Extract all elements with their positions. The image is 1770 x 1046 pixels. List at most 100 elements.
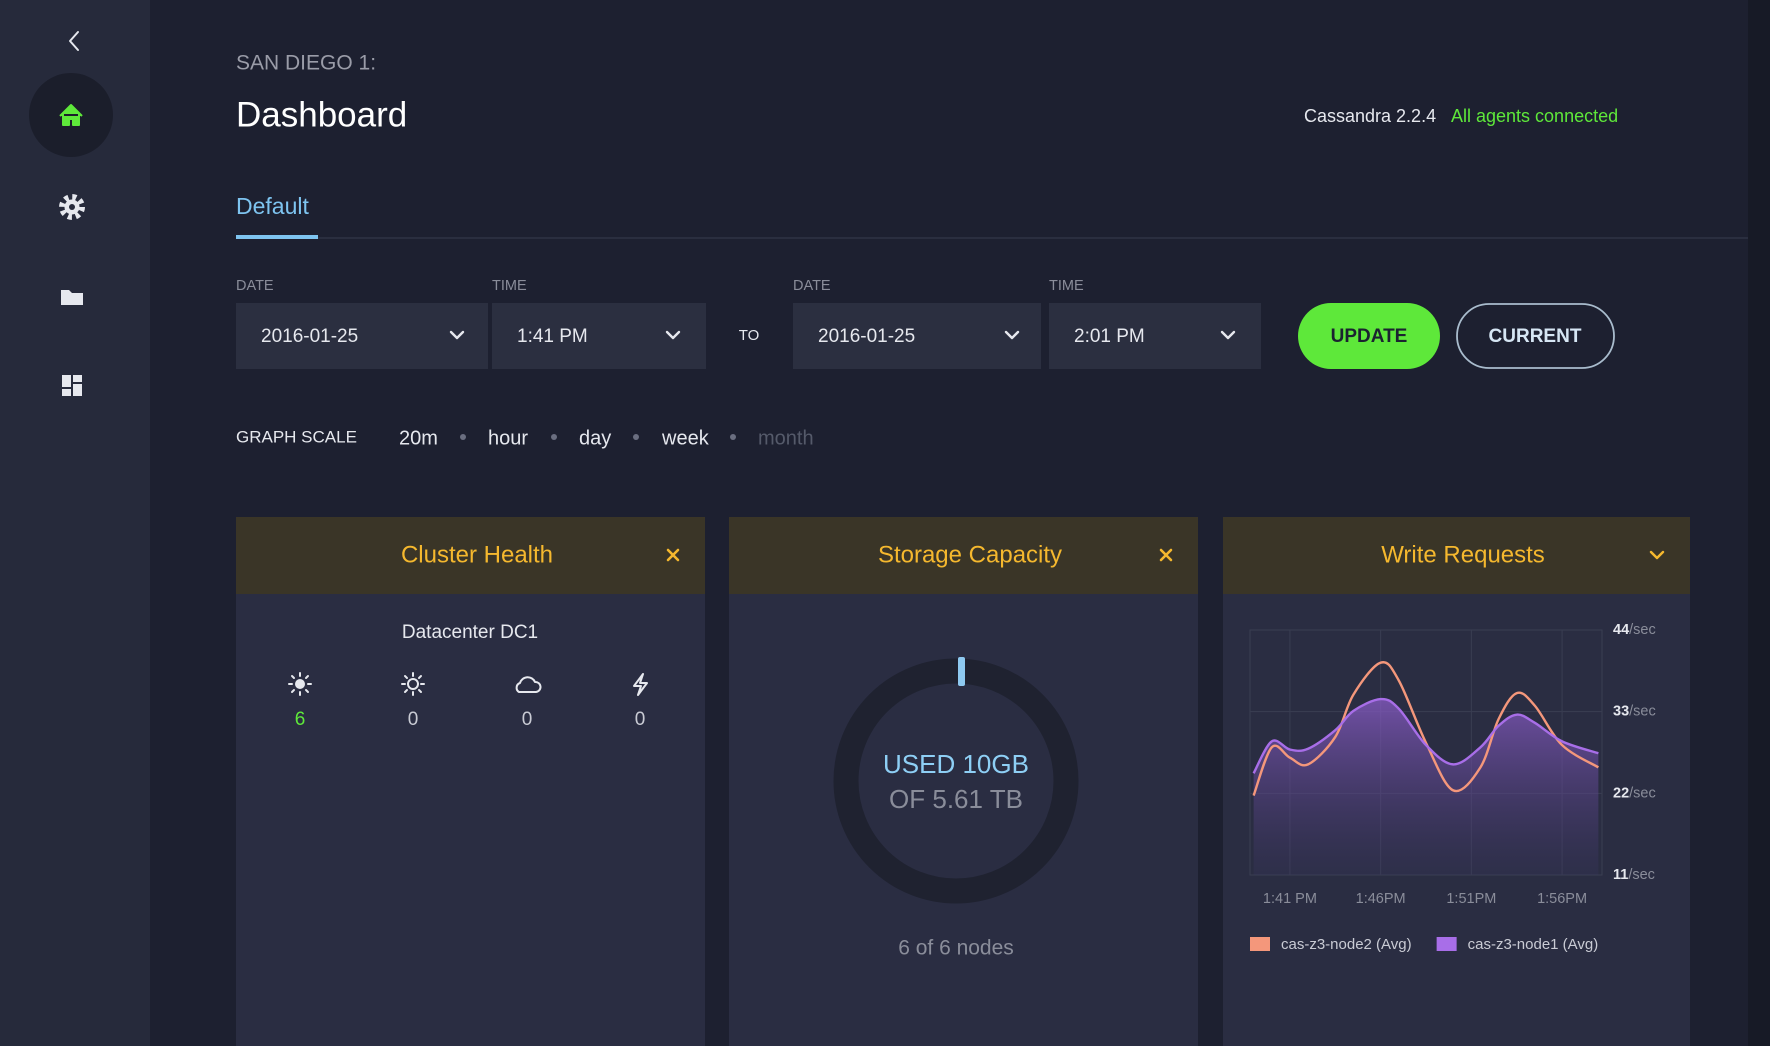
x-tick-label: 1:46PM: [1356, 891, 1406, 907]
y-tick-label: 22/sec: [1613, 785, 1656, 801]
scale-option[interactable]: day: [579, 427, 611, 449]
x-tick-label: 1:41 PM: [1263, 891, 1317, 907]
widget-tile: [62, 375, 71, 387]
panel-title: Cluster Health: [401, 541, 553, 568]
total-capacity: OF 5.61 TB: [889, 784, 1023, 814]
close-button[interactable]: [666, 548, 680, 562]
chevron: [449, 330, 465, 340]
collapse-button[interactable]: [69, 31, 79, 51]
series-area: [1253, 699, 1599, 875]
from-date-select[interactable]: 2016-01-25: [236, 303, 488, 369]
sun-rays: [401, 672, 425, 696]
y-tick-label: 11/sec: [1613, 867, 1655, 883]
gear-teeth: [59, 194, 85, 220]
button-label: UPDATE: [1331, 326, 1408, 347]
sidebar: [0, 0, 150, 1046]
graph-scale-label: GRAPH SCALE: [236, 427, 357, 446]
time-label: TIME: [492, 278, 527, 294]
chevron: [1220, 330, 1236, 340]
panel-header: [236, 517, 705, 594]
write-requests-chart: 44/sec 33/sec 22/sec 11/sec 1:41 PM 1:46PM 1:5…: [1249, 622, 1656, 953]
select-value: 2016-01-25: [261, 326, 358, 347]
node-count: 0: [408, 709, 419, 730]
panel-body: [729, 517, 1198, 1046]
from-time-select[interactable]: 1:41 PM: [492, 303, 706, 369]
scale-option[interactable]: 20m: [399, 427, 438, 449]
close-button[interactable]: [1159, 548, 1173, 562]
node-count: 6: [295, 709, 306, 730]
agent-status: All agents connected: [1451, 106, 1618, 126]
node-count: 0: [635, 709, 646, 730]
select-value: 2016-01-25: [818, 326, 915, 347]
settings-button[interactable]: [59, 194, 85, 220]
chevron: [665, 330, 681, 340]
x-tick-label: 1:51PM: [1446, 891, 1496, 907]
status-icon: [401, 672, 425, 696]
to-date-select[interactable]: 2016-01-25: [793, 303, 1041, 369]
button-shape: [1298, 303, 1440, 369]
to-time-select[interactable]: 2:01 PM: [1049, 303, 1261, 369]
series-line: [1252, 661, 1599, 796]
chevron: [1004, 330, 1020, 340]
widget-tile: [62, 389, 71, 396]
version: Cassandra 2.2.4: [1304, 106, 1436, 126]
time-label: TIME: [1049, 278, 1084, 294]
panel-header: [1223, 517, 1690, 594]
y-tick-label: 33/sec: [1613, 703, 1656, 719]
sun-core: [407, 678, 419, 690]
panel-header: [729, 517, 1198, 594]
select-value: 1:41 PM: [517, 326, 588, 347]
separator-dot: [460, 434, 466, 440]
scale-option[interactable]: week: [661, 427, 710, 449]
capacity-ring: [833, 658, 1079, 904]
select-box: [236, 303, 488, 369]
select-value: 2:01 PM: [1074, 326, 1145, 347]
location: SAN DIEGO 1:: [236, 52, 376, 75]
folder-button[interactable]: [61, 290, 83, 305]
panel-title: Write Requests: [1381, 541, 1545, 568]
series-line: [1252, 697, 1599, 774]
cloud-icon: [515, 676, 542, 693]
select-box: [793, 303, 1041, 369]
panel-body: [236, 517, 705, 1046]
gear-hole: [69, 204, 75, 210]
node-count: 0: [522, 709, 533, 730]
node-summary: 6 of 6 nodes: [898, 937, 1014, 960]
expand-button[interactable]: [1649, 550, 1665, 560]
scale-option[interactable]: hour: [488, 427, 528, 449]
panel-title: Storage Capacity: [878, 541, 1062, 568]
current-button[interactable]: CURRENT: [1456, 303, 1615, 369]
button-shape: [1456, 303, 1615, 369]
update-button[interactable]: UPDATE: [1298, 303, 1440, 369]
range-separator: TO: [739, 327, 760, 344]
status-icon: [288, 672, 312, 696]
widget-tile: [73, 375, 82, 382]
legend-swatch: [1250, 937, 1270, 951]
tab[interactable]: Default: [236, 193, 309, 219]
legend-label: cas-z3-node2 (Avg): [1281, 936, 1412, 953]
sun-core: [295, 679, 305, 689]
scrollbar-track: [1748, 0, 1770, 1046]
date-label: DATE: [793, 278, 831, 294]
datacenter-name: Datacenter DC1: [402, 622, 538, 643]
separator-dot: [551, 434, 557, 440]
bolt-icon: [633, 673, 648, 696]
y-tick-label: 44/sec: [1613, 622, 1656, 638]
widgets-button[interactable]: [62, 375, 82, 396]
sun-rays: [288, 672, 312, 696]
tab-underline: [236, 235, 318, 239]
separator-dot: [730, 434, 736, 440]
date-label: DATE: [236, 278, 274, 294]
home-icon: [59, 104, 83, 126]
used-indicator: [958, 657, 965, 686]
button-label: CURRENT: [1489, 326, 1582, 347]
legend-swatch: [1436, 937, 1457, 951]
x-tick-label: 1:56PM: [1537, 891, 1587, 907]
scale-option[interactable]: month: [758, 427, 814, 449]
legend-label: cas-z3-node1 (Avg): [1468, 936, 1599, 953]
widget-tile: [73, 384, 82, 396]
page-title: Dashboard: [236, 95, 407, 134]
separator-dot: [633, 434, 639, 440]
home-button[interactable]: [29, 73, 113, 157]
